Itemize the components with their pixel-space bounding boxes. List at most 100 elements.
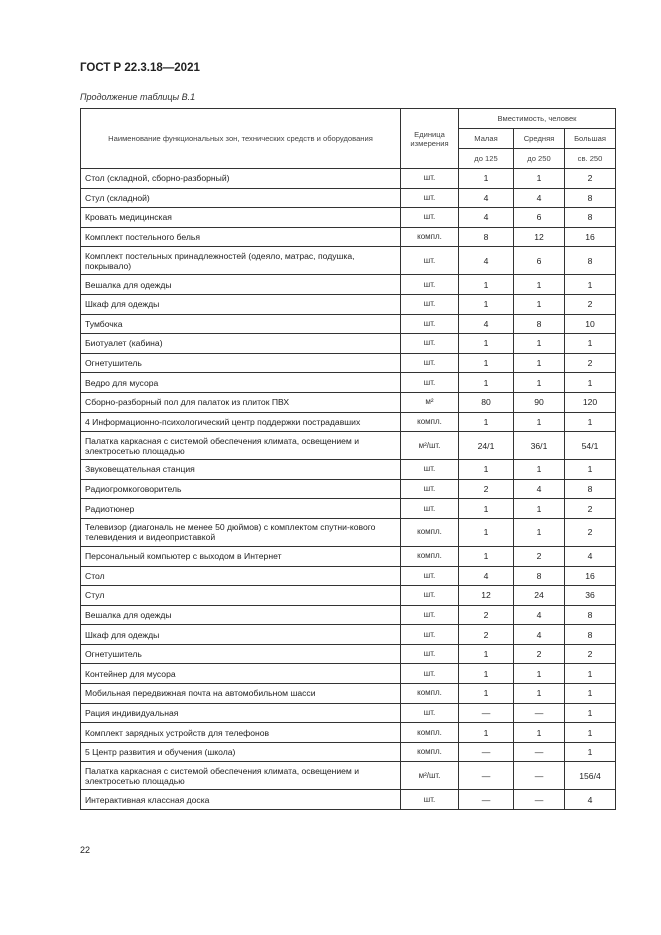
value-medium: 4 [513, 187, 565, 209]
row-name: Стул (складной) [80, 187, 401, 209]
value-small: 1 [458, 643, 514, 665]
table-row: Телевизор (диагональ не менее 50 дюймов)… [80, 517, 617, 547]
value-medium: 4 [513, 604, 565, 626]
row-name: Комплект постельных принадлежностей (оде… [80, 246, 401, 276]
value-small: 1 [458, 411, 514, 433]
value-small: 1 [458, 683, 514, 704]
table-row: 5 Центр развития и обучения (школа) компл… [80, 741, 617, 763]
row-unit: компл. [400, 226, 459, 248]
row-unit: шт. [400, 789, 459, 811]
value-medium: 1 [513, 168, 565, 189]
value-large: 8 [563, 187, 617, 209]
value-small: 1 [458, 498, 514, 519]
value-small: 1 [458, 372, 514, 393]
table-row: Сборно-разборный пол для палаток из плит… [80, 391, 617, 413]
row-name: Огнетушитель [80, 352, 401, 374]
row-unit: шт. [400, 168, 459, 189]
value-large: 16 [563, 565, 617, 587]
value-large: 1 [563, 722, 617, 743]
col-header-large: Большая [563, 128, 617, 149]
value-medium: 90 [513, 391, 565, 413]
row-name: Контейнер для мусора [80, 663, 401, 685]
value-small: 1 [458, 293, 514, 315]
value-medium: 1 [513, 411, 565, 433]
value-small: 4 [458, 313, 514, 335]
row-name: Ведро для мусора [80, 372, 401, 393]
col-header-name: Наименование функциональных зон, техниче… [80, 108, 401, 169]
value-large: 1 [563, 741, 617, 763]
row-name: Радиогромкоговоритель [80, 478, 401, 500]
table-row: Стол (складной, сборно-разборный) шт. 1 1 2 [80, 168, 617, 189]
value-small: 1 [458, 352, 514, 374]
value-medium: — [513, 789, 565, 811]
value-large: 4 [563, 545, 617, 567]
value-medium: 1 [513, 459, 565, 480]
value-large: 8 [563, 624, 617, 645]
value-large: 1 [563, 702, 617, 724]
value-small: 4 [458, 246, 514, 276]
row-name: Кровать медицинская [80, 207, 401, 228]
value-medium: 4 [513, 624, 565, 645]
value-small: — [458, 761, 514, 791]
value-medium: — [513, 702, 565, 724]
row-unit: шт. [400, 246, 459, 276]
row-name: Стул [80, 585, 401, 606]
row-unit: шт. [400, 643, 459, 665]
row-unit: шт. [400, 372, 459, 393]
value-small: 4 [458, 565, 514, 587]
table-row: Тумбочка шт. 4 8 10 [80, 313, 617, 335]
value-large: 8 [563, 604, 617, 626]
table-row: Радиотюнер шт. 1 1 2 [80, 498, 617, 519]
value-small: 1 [458, 168, 514, 189]
document-title: ГОСТ Р 22.3.18—2021 [80, 62, 200, 74]
row-unit: шт. [400, 313, 459, 335]
value-medium: — [513, 761, 565, 791]
row-name: Персональный компьютер с выходом в Интер… [80, 545, 401, 567]
value-medium: 8 [513, 565, 565, 587]
value-small: 4 [458, 207, 514, 228]
table-row: Интерактивная классная доска шт. — —4 [80, 789, 617, 811]
col-header-small: Малая [458, 128, 514, 149]
row-unit: шт. [400, 585, 459, 606]
table-row: Персональный компьютер с выходом в Интер… [80, 545, 617, 567]
value-large: 10 [563, 313, 617, 335]
value-small: — [458, 741, 514, 763]
value-small: 1 [458, 333, 514, 354]
table-row: Огнетушитель шт. 1 2 2 [80, 643, 617, 665]
value-small: 4 [458, 187, 514, 209]
table-row: Вешалка для одежды шт. 1 1 1 [80, 274, 617, 295]
row-name: Стол [80, 565, 401, 587]
row-name: Стол (складной, сборно-разборный) [80, 168, 401, 189]
value-medium: 6 [513, 207, 565, 228]
value-medium: 4 [513, 478, 565, 500]
value-large: 1 [563, 663, 617, 685]
value-medium: 1 [513, 517, 565, 547]
table-row: Палатка каркасная с системой обеспечения… [80, 431, 617, 461]
value-large: 2 [563, 498, 617, 519]
row-name: Звуковещательная станция [80, 459, 401, 480]
table-row: Комплект постельного белья компл. 8 12 16 [80, 226, 617, 248]
row-unit: компл. [400, 545, 459, 567]
value-large: 8 [563, 478, 617, 500]
value-medium: 1 [513, 352, 565, 374]
table-row: Стул шт. 12 24 36 [80, 585, 617, 606]
table-row: Ведро для мусора шт. 1 1 1 [80, 372, 617, 393]
row-unit: шт. [400, 624, 459, 645]
row-name: Сборно-разборный пол для палаток из плит… [80, 391, 401, 413]
table-row: Рация индивидуальная шт. — —1 [80, 702, 617, 724]
value-medium: 12 [513, 226, 565, 248]
row-name: Интерактивная классная доска [80, 789, 401, 811]
table-row: Огнетушитель шт. 1 1 2 [80, 352, 617, 374]
row-unit: шт. [400, 207, 459, 228]
row-unit: компл. [400, 722, 459, 743]
row-name: 4 Информационно-психологический центр по… [80, 411, 401, 433]
table-row: Кровать медицинская шт. 4 6 8 [80, 207, 617, 228]
value-small: — [458, 702, 514, 724]
table-row: Звуковещательная станция шт. 1 1 1 [80, 459, 617, 480]
equipment-table: Наименование функциональных зон, техниче… [80, 108, 617, 811]
value-medium: 1 [513, 274, 565, 295]
value-small: 1 [458, 517, 514, 547]
value-small: — [458, 789, 514, 811]
col-range-medium: до 250 [513, 148, 565, 169]
row-name: 5 Центр развития и обучения (школа) [80, 741, 401, 763]
